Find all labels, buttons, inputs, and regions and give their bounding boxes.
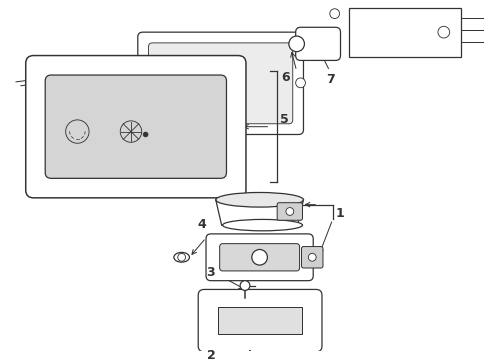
Ellipse shape	[174, 252, 190, 262]
Text: 3: 3	[206, 266, 215, 279]
FancyBboxPatch shape	[277, 203, 302, 220]
FancyBboxPatch shape	[138, 32, 303, 135]
Circle shape	[120, 121, 142, 142]
FancyBboxPatch shape	[301, 247, 323, 268]
FancyBboxPatch shape	[206, 234, 313, 281]
FancyBboxPatch shape	[295, 27, 341, 60]
FancyBboxPatch shape	[26, 55, 246, 198]
Circle shape	[330, 9, 340, 18]
Ellipse shape	[216, 193, 303, 207]
Circle shape	[252, 249, 268, 265]
Text: 7: 7	[326, 73, 335, 86]
Text: 5: 5	[280, 113, 289, 126]
FancyBboxPatch shape	[198, 289, 322, 352]
Circle shape	[178, 253, 186, 261]
Circle shape	[240, 281, 250, 291]
Circle shape	[308, 253, 316, 261]
Circle shape	[66, 120, 89, 143]
Text: 1: 1	[336, 207, 344, 220]
Ellipse shape	[222, 220, 302, 231]
Circle shape	[143, 132, 148, 137]
Circle shape	[286, 208, 294, 215]
FancyBboxPatch shape	[45, 75, 226, 178]
Text: 4: 4	[197, 218, 206, 231]
Bar	[349, 8, 462, 57]
Circle shape	[295, 78, 305, 88]
FancyBboxPatch shape	[148, 43, 293, 124]
Text: 2: 2	[207, 348, 216, 360]
Bar	[218, 307, 302, 334]
Circle shape	[289, 36, 304, 51]
FancyBboxPatch shape	[220, 244, 299, 271]
Text: 6: 6	[281, 71, 290, 84]
Circle shape	[438, 26, 450, 38]
